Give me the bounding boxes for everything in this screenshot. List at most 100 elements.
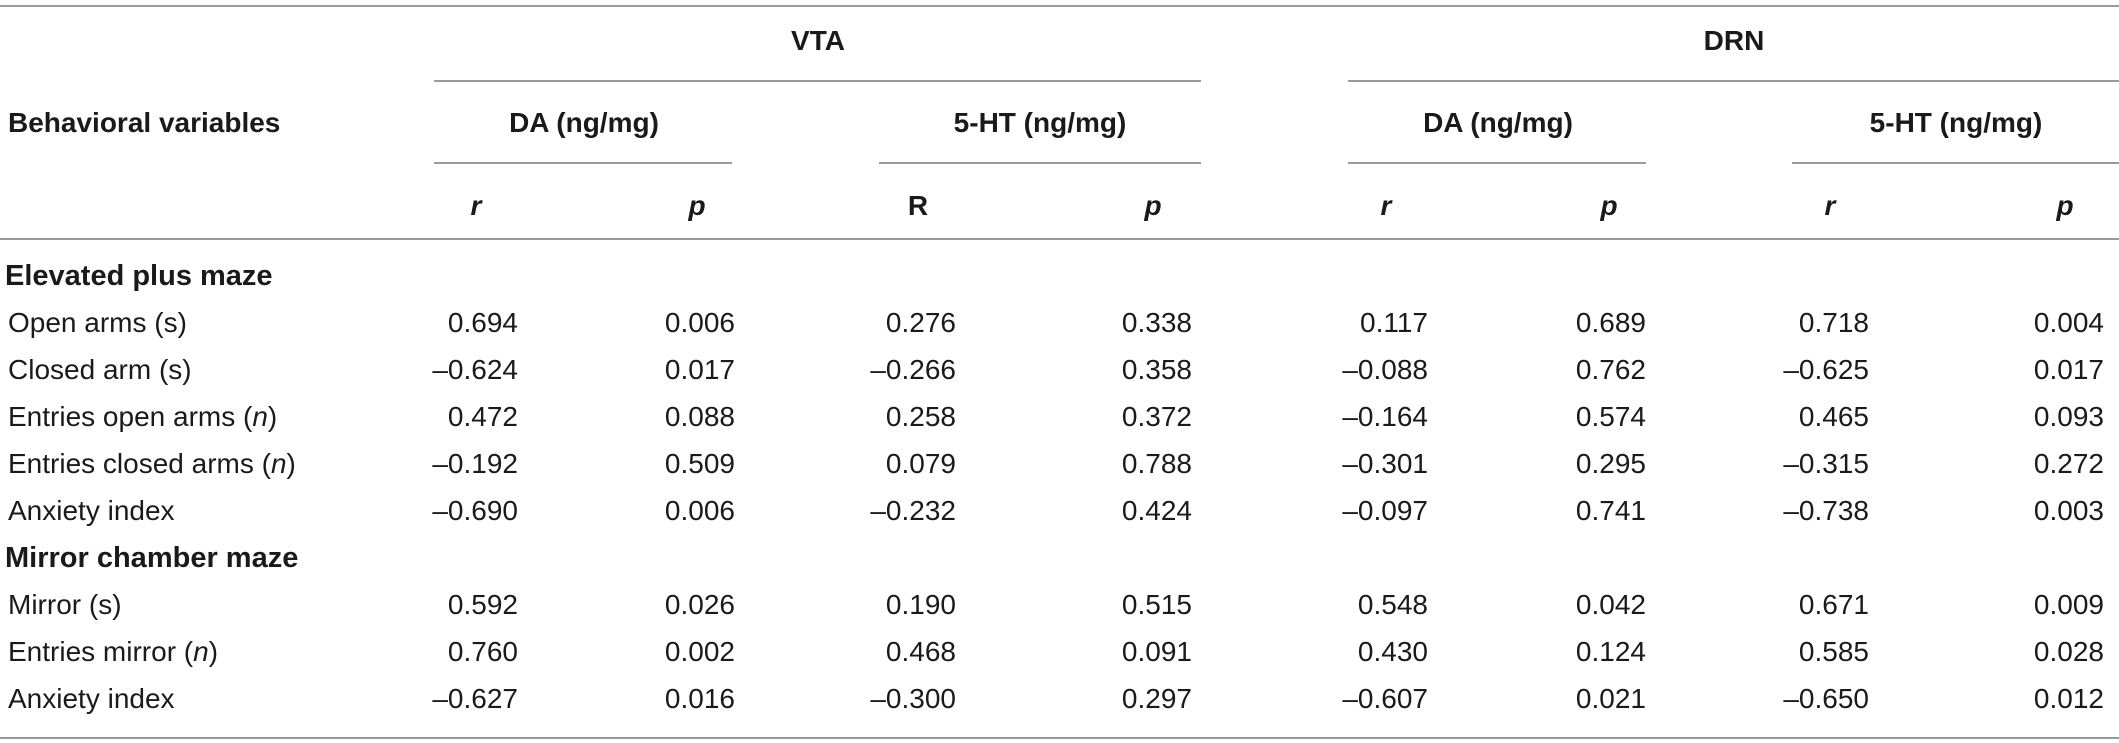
table-cell: 0.016 (664, 683, 735, 714)
table-cell: 0.002 (664, 636, 735, 667)
table-cell: 0.079 (885, 448, 956, 479)
table-cell: 0.272 (2033, 448, 2104, 479)
stat-header-drn-5ht-p: p (2056, 190, 2074, 221)
measure-header-drn-da: DA (ng/mg) (1423, 107, 1573, 138)
table-cell: –0.301 (1342, 448, 1428, 479)
table-cell: 0.372 (1121, 401, 1192, 432)
measure-header-vta-5ht: 5-HT (ng/mg) (953, 107, 1127, 138)
group-header-drn: DRN (1703, 25, 1765, 56)
drn-da-rule (1348, 162, 1646, 164)
vta-rule (434, 80, 1201, 82)
table-cell: 0.548 (1357, 589, 1428, 620)
table-cell: 0.424 (1121, 495, 1192, 526)
table-cell: 0.718 (1798, 307, 1869, 338)
row-label-text: Entries mirror ( (8, 636, 194, 667)
table-cell: 0.760 (447, 636, 518, 667)
table-cell: 0.190 (885, 589, 956, 620)
group-header-vta: VTA (791, 25, 845, 56)
vta-5ht-rule (879, 162, 1201, 164)
row-label: Mirror (s) (8, 588, 122, 622)
stat-header-vta-5ht-r: R (907, 190, 929, 221)
row-label-close: ) (208, 636, 219, 667)
table-cell: –0.690 (432, 495, 518, 526)
stat-header-vta-da-p: p (688, 190, 706, 221)
table-cell: –0.624 (432, 354, 518, 385)
row-label-header: Behavioral variables (8, 107, 281, 138)
table-cell: –0.088 (1342, 354, 1428, 385)
header-bottom-rule (0, 238, 2119, 240)
table-cell: –0.738 (1783, 495, 1869, 526)
measure-header-drn-5ht: 5-HT (ng/mg) (1869, 107, 2043, 138)
section-title: Elevated plus maze (5, 260, 273, 292)
row-label-text: Open arms (s) (8, 307, 187, 338)
table-cell: 0.012 (2033, 683, 2104, 714)
row-label-text: Mirror (s) (8, 589, 122, 620)
table-cell: 0.338 (1121, 307, 1192, 338)
table-cell: 0.468 (885, 636, 956, 667)
stat-header-drn-5ht-r: r (1824, 190, 1836, 221)
stat-header-drn-da-r: r (1380, 190, 1392, 221)
table-cell: 0.091 (1121, 636, 1192, 667)
table-cell: 0.021 (1575, 683, 1646, 714)
table-cell: 0.689 (1575, 307, 1646, 338)
vta-da-rule (434, 162, 732, 164)
row-label: Anxiety index (8, 682, 175, 716)
table-cell: –0.650 (1783, 683, 1869, 714)
table-cell: 0.042 (1575, 589, 1646, 620)
table-cell: 0.117 (1360, 307, 1428, 338)
table-cell: 0.430 (1357, 636, 1428, 667)
drn-5ht-rule (1792, 162, 2119, 164)
table-cell: 0.124 (1575, 636, 1646, 667)
table-cell: 0.004 (2033, 307, 2104, 338)
table-cell: 0.671 (1798, 589, 1869, 620)
table-cell: 0.258 (885, 401, 956, 432)
row-label: Anxiety index (8, 494, 175, 528)
row-label: Entries closed arms (n) (8, 447, 296, 481)
table-cell: 0.088 (664, 401, 735, 432)
stat-header-vta-5ht-p: p (1144, 190, 1162, 221)
stat-header-vta-da-r: r (470, 190, 482, 221)
row-label: Entries open arms (n) (8, 400, 277, 434)
table-cell: –0.627 (432, 683, 518, 714)
table-cell: 0.509 (664, 448, 735, 479)
table-cell: 0.017 (664, 354, 735, 385)
table-cell: 0.515 (1121, 589, 1192, 620)
table-cell: 0.741 (1575, 495, 1646, 526)
table-cell: 0.297 (1121, 683, 1192, 714)
table-cell: 0.093 (2033, 401, 2104, 432)
top-rule (0, 5, 2119, 7)
table-cell: 0.003 (2033, 495, 2104, 526)
table-cell: –0.625 (1783, 354, 1869, 385)
row-label-close: ) (267, 401, 278, 432)
table-cell: 0.009 (2033, 589, 2104, 620)
row-label-text: Anxiety index (8, 683, 175, 714)
row-label-text: Closed arm (s) (8, 354, 192, 385)
row-label: Entries mirror (n) (8, 635, 218, 669)
table-cell: 0.788 (1121, 448, 1192, 479)
bottom-rule (0, 737, 2119, 739)
table-cell: 0.295 (1575, 448, 1646, 479)
table-cell: 0.358 (1121, 354, 1192, 385)
table-cell: –0.266 (870, 354, 956, 385)
table-cell: 0.762 (1575, 354, 1646, 385)
drn-rule (1348, 80, 2119, 82)
table-cell: 0.026 (664, 589, 735, 620)
table-cell: 0.465 (1798, 401, 1869, 432)
table-cell: 0.276 (885, 307, 956, 338)
stat-header-drn-da-p: p (1600, 190, 1618, 221)
row-label-unit: n (252, 401, 268, 432)
row-label-unit: n (270, 448, 287, 479)
row-label-text: Entries open arms ( (8, 401, 253, 432)
table-cell: –0.607 (1342, 683, 1428, 714)
section-title: Mirror chamber maze (5, 542, 299, 574)
table-cell: –0.097 (1342, 495, 1428, 526)
row-label: Closed arm (s) (8, 353, 192, 387)
row-label-unit: n (193, 636, 209, 667)
table-cell: –0.192 (432, 448, 518, 479)
row-label: Open arms (s) (8, 306, 187, 340)
table-cell: –0.164 (1342, 401, 1428, 432)
table-cell: 0.574 (1575, 401, 1646, 432)
table-cell: 0.472 (447, 401, 518, 432)
table-cell: 0.592 (447, 589, 518, 620)
row-label-text: Anxiety index (8, 495, 175, 526)
